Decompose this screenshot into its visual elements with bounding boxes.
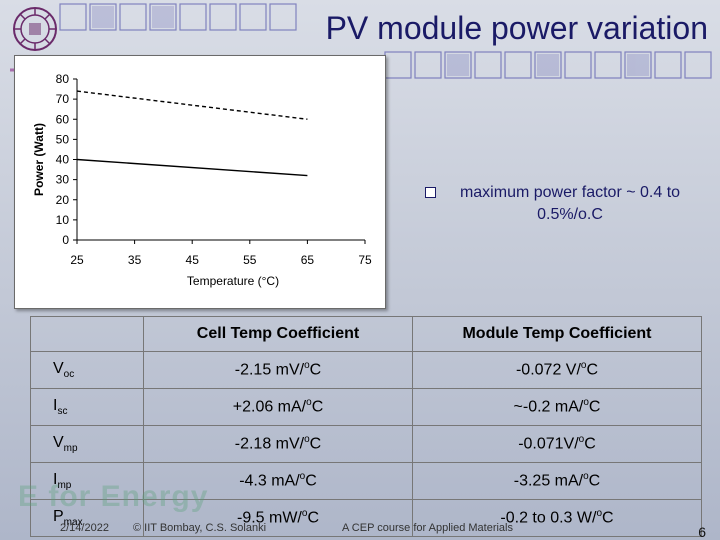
module-coefficient: -0.071V/oC bbox=[412, 425, 702, 463]
module-unit: C bbox=[586, 361, 599, 379]
watermark: E for Energy bbox=[18, 480, 209, 513]
y-tick-label: 50 bbox=[56, 132, 70, 146]
footer-credit: © IIT Bombay, C.S. Solanki bbox=[133, 522, 267, 534]
y-axis-label: Power (Watt) bbox=[32, 123, 46, 196]
module-unit: C bbox=[588, 472, 601, 490]
header-module-temp-coefficient: Module Temp Coefficient bbox=[412, 316, 702, 352]
param-cell: Imp bbox=[30, 462, 144, 500]
bullet-point: maximum power factor ~ 0.4 to 0.5%/o.C bbox=[425, 182, 695, 226]
param-symbol: V bbox=[53, 359, 64, 377]
cell-value: -2.15 mV/ bbox=[234, 361, 305, 379]
cell-unit: C bbox=[311, 398, 324, 416]
module-coefficient: -0.072 V/oC bbox=[412, 351, 702, 389]
module-coefficient: ~-0.2 mA/oC bbox=[412, 388, 702, 426]
cell-coefficient: +2.06 mA/oC bbox=[143, 388, 413, 426]
cell-coefficient: -4.3 mA/oC bbox=[143, 462, 413, 500]
degree-sup: o bbox=[583, 471, 589, 483]
degree-sup: o bbox=[304, 360, 310, 372]
degree-sup: o bbox=[580, 360, 587, 372]
param-cell: Voc bbox=[30, 351, 144, 389]
degree-sup: o bbox=[578, 434, 585, 446]
module-value: -0.072 V/ bbox=[515, 361, 581, 379]
table-row: Voc -2.15 mV/oC -0.072 V/oC bbox=[30, 351, 702, 389]
x-tick-label: 55 bbox=[243, 253, 257, 267]
param-cell: Isc bbox=[30, 388, 144, 426]
cell-unit: C bbox=[307, 509, 319, 527]
footer-date: 2/14/2022 bbox=[60, 522, 109, 534]
param-symbol: P bbox=[53, 507, 64, 525]
x-tick-label: 75 bbox=[358, 253, 372, 267]
param-symbol: I bbox=[53, 470, 58, 488]
cell-unit: C bbox=[309, 435, 322, 453]
cell-coefficient: -9.5 mW/oC bbox=[143, 499, 413, 537]
x-tick-label: 25 bbox=[70, 253, 84, 267]
header-cell-temp-coefficient: Cell Temp Coefficient bbox=[143, 316, 413, 352]
module-value: -3.25 mA/ bbox=[513, 472, 584, 490]
param-symbol: I bbox=[53, 396, 58, 414]
series-line-1 bbox=[76, 90, 308, 120]
param-subscript: mp bbox=[57, 480, 72, 492]
x-tick-label: 45 bbox=[186, 253, 200, 267]
param-cell: Vmp bbox=[30, 425, 144, 463]
degree-sup: o bbox=[596, 508, 603, 520]
degree-sup: o bbox=[583, 397, 589, 409]
degree-sup: o bbox=[306, 397, 312, 409]
cell-value: -9.5 mW/ bbox=[236, 509, 302, 527]
y-tick-label: 20 bbox=[56, 193, 70, 207]
x-axis-label: Temperature (°C) bbox=[187, 274, 279, 288]
table-row: Vmp -2.18 mV/oC -0.071V/oC bbox=[30, 425, 702, 463]
degree-sup: o bbox=[304, 434, 310, 446]
x-tick-label: 35 bbox=[128, 253, 142, 267]
power-temperature-chart: 0 10 20 30 40 50 60 70 80 25 35 45 55 65 75 Temperature… bbox=[14, 55, 386, 309]
module-value: -0.071V/ bbox=[518, 435, 579, 453]
y-tick-label: 40 bbox=[56, 153, 70, 167]
module-unit: C bbox=[588, 398, 601, 416]
y-tick-label: 30 bbox=[56, 173, 70, 187]
param-subscript: oc bbox=[63, 369, 75, 381]
param-subscript: max bbox=[63, 517, 83, 529]
temperature-coefficient-table: Cell Temp Coefficient Module Temp Coeffi… bbox=[30, 316, 702, 537]
cell-coefficient: -2.18 mV/oC bbox=[143, 425, 413, 463]
cell-coefficient: -2.15 mV/oC bbox=[143, 351, 413, 389]
footer-course: A CEP course for Applied Materials bbox=[342, 522, 513, 534]
module-coefficient: -3.25 mA/oC bbox=[412, 462, 702, 500]
institute-logo-icon bbox=[13, 7, 57, 51]
y-tick-label: 80 bbox=[56, 72, 70, 86]
module-value: ~-0.2 mA/ bbox=[513, 398, 584, 416]
module-value: -0.2 to 0.3 W/ bbox=[500, 509, 597, 527]
y-tick-label: 60 bbox=[56, 112, 70, 126]
chart-canvas: 0 10 20 30 40 50 60 70 80 25 35 45 55 65 75 Temperature… bbox=[32, 72, 372, 288]
degree-sup: o bbox=[299, 471, 306, 483]
param-subscript: sc bbox=[57, 406, 68, 418]
series-line-2 bbox=[76, 158, 308, 177]
table-row: Pmax -9.5 mW/oC -0.2 to 0.3 W/oC bbox=[30, 499, 702, 537]
cell-value: +2.06 mA/ bbox=[232, 398, 307, 416]
param-symbol: V bbox=[53, 433, 64, 451]
cell-unit: C bbox=[309, 361, 322, 379]
module-unit: C bbox=[602, 509, 614, 527]
x-tick-label: 65 bbox=[301, 253, 315, 267]
header-blank bbox=[30, 316, 144, 352]
table-header-row: Cell Temp Coefficient Module Temp Coeffi… bbox=[30, 316, 702, 352]
y-tick-label: 70 bbox=[56, 92, 70, 106]
cell-unit: C bbox=[305, 472, 317, 490]
table-row: Isc +2.06 mA/oC ~-0.2 mA/oC bbox=[30, 388, 702, 426]
bullet-square-icon bbox=[425, 187, 436, 198]
param-subscript: mp bbox=[63, 443, 78, 455]
degree-sup: o bbox=[301, 508, 308, 520]
cell-value: -4.3 mA/ bbox=[239, 472, 300, 490]
slide-title: PV module power variation bbox=[325, 10, 708, 46]
y-tick-label: 0 bbox=[62, 233, 69, 247]
module-unit: C bbox=[584, 435, 596, 453]
module-coefficient: -0.2 to 0.3 W/oC bbox=[412, 499, 702, 537]
y-tick-label: 10 bbox=[56, 213, 70, 227]
cell-value: -2.18 mV/ bbox=[234, 435, 305, 453]
page-number: 6 bbox=[698, 524, 706, 540]
bullet-text: maximum power factor ~ 0.4 to 0.5%/o.C bbox=[459, 184, 681, 223]
